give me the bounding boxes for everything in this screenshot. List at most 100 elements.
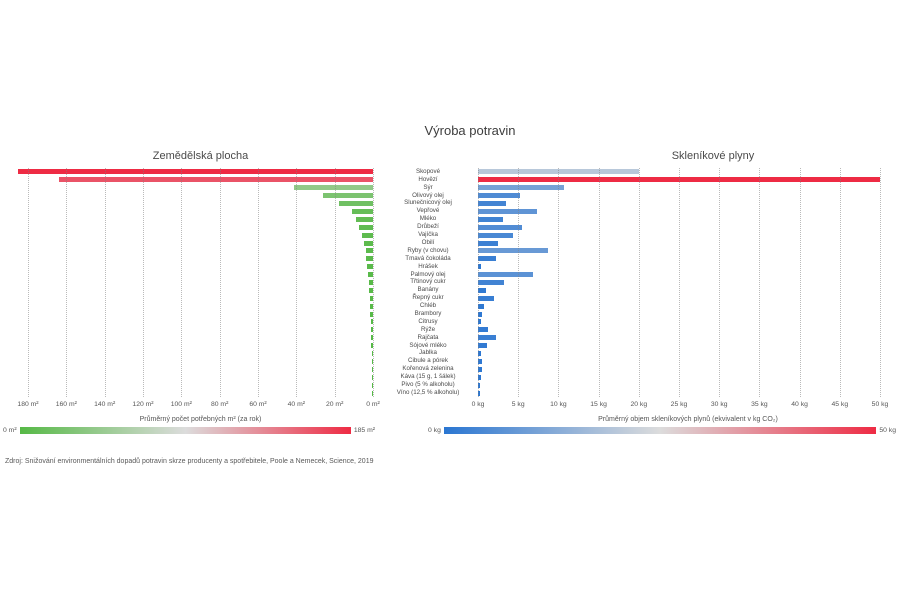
bar-ryby-v-chovu[interactable] xyxy=(365,248,373,254)
bar-vep-ov[interactable] xyxy=(351,208,373,214)
gridline xyxy=(759,168,761,397)
bar-r-e[interactable] xyxy=(478,327,489,333)
row-label: Rajčata xyxy=(417,333,439,341)
row-label: Cibule a pórek xyxy=(408,357,448,365)
bar-dr-be[interactable] xyxy=(478,224,523,230)
gridline xyxy=(598,168,600,397)
bar-v-no-12-5-alkoholu[interactable] xyxy=(372,390,373,396)
row-label: Třtinový cukr xyxy=(410,278,446,286)
gridline xyxy=(799,168,801,397)
bar-tmav-okol-da[interactable] xyxy=(478,256,497,262)
source-citation: Zdroj: Snižování environmentálních dopad… xyxy=(5,458,374,465)
bar-vaj-ka[interactable] xyxy=(478,232,513,238)
bar-olivov-olej[interactable] xyxy=(478,193,520,199)
x-tick-label: 40 kg xyxy=(791,401,808,408)
x-tick-label: 35 kg xyxy=(751,401,768,408)
bar-cibule-a-p-rek[interactable] xyxy=(478,358,483,364)
bar-cibule-a-p-rek[interactable] xyxy=(372,358,373,364)
ghg-legend-max: 50 kg xyxy=(879,427,896,434)
bar-vaj-ka[interactable] xyxy=(362,232,373,238)
x-tick-label: 40 m² xyxy=(287,401,306,408)
row-label: Banány xyxy=(417,286,439,294)
gridline xyxy=(334,168,336,397)
bar-ml-ko[interactable] xyxy=(478,216,503,222)
bar-ko-enov-zelenina[interactable] xyxy=(372,366,373,372)
bar-raj-ata[interactable] xyxy=(478,335,496,341)
bar-k-va-15-g-1-lek[interactable] xyxy=(372,374,373,380)
bar-epn-cukr[interactable] xyxy=(478,295,495,301)
bar-raj-ata[interactable] xyxy=(371,335,373,341)
bar-slune-nicov-olej[interactable] xyxy=(338,201,373,207)
bar-ko-enov-zelenina[interactable] xyxy=(478,366,482,372)
right-chart-title: Skleníkové plyny xyxy=(671,150,755,162)
x-tick-label: 10 kg xyxy=(550,401,567,408)
land-use-legend-max: 185 m² xyxy=(353,427,375,434)
row-label: Obilí xyxy=(421,238,435,246)
gridline xyxy=(373,168,374,397)
x-tick-label: 160 m² xyxy=(55,401,77,408)
row-label: Sójové mléko xyxy=(409,341,447,349)
bar-ryby-v-chovu[interactable] xyxy=(478,248,548,254)
bar-jablka[interactable] xyxy=(371,351,373,357)
bar-palmov-olej[interactable] xyxy=(478,272,534,278)
land-use-axis-title: Průměrný počet potřebných m² (za rok) xyxy=(139,416,262,423)
x-tick-label: 5 kg xyxy=(511,401,525,408)
x-tick-label: 0 m² xyxy=(366,401,380,408)
x-tick-label: 15 kg xyxy=(590,401,607,408)
row-label: Hrášek xyxy=(418,262,438,270)
bar-obil[interactable] xyxy=(478,240,499,246)
bar-t-tinov-cukr[interactable] xyxy=(478,280,504,285)
bar-jablka[interactable] xyxy=(478,351,481,357)
gridline xyxy=(638,168,640,397)
x-tick-label: 120 m² xyxy=(132,401,154,408)
bar-pivo-5-alkoholu[interactable] xyxy=(478,382,480,388)
ghg-legend-min: 0 kg xyxy=(428,427,441,434)
bar-epn-cukr[interactable] xyxy=(369,295,373,301)
bar-s-r[interactable] xyxy=(478,185,565,191)
bar-ban-ny[interactable] xyxy=(478,287,487,293)
bar-chl-b[interactable] xyxy=(478,303,484,309)
bar-k-va-15-g-1-lek[interactable] xyxy=(478,374,481,380)
bar-s-r[interactable] xyxy=(294,185,373,191)
bar-obil[interactable] xyxy=(364,240,373,246)
bar-brambory[interactable] xyxy=(370,311,373,317)
row-label: Tmavá čokoláda xyxy=(405,254,451,262)
bar-dr-be[interactable] xyxy=(359,224,373,230)
gridline xyxy=(719,168,721,397)
bar-hov-z[interactable] xyxy=(58,177,373,183)
x-tick-label: 60 m² xyxy=(249,401,267,408)
bar-slune-nicov-olej[interactable] xyxy=(478,201,507,207)
bar-s-jov-ml-ko[interactable] xyxy=(478,343,487,349)
x-tick-label: 100 m² xyxy=(170,401,192,408)
bar-palmov-olej[interactable] xyxy=(368,272,373,278)
bar-hr-ek[interactable] xyxy=(367,264,373,270)
bar-r-e[interactable] xyxy=(370,327,373,333)
bar-citrusy[interactable] xyxy=(478,319,482,325)
bar-s-jov-ml-ko[interactable] xyxy=(371,343,373,349)
x-tick-label: 80 m² xyxy=(210,401,229,408)
bar-olivov-olej[interactable] xyxy=(323,193,373,199)
gridline xyxy=(258,168,259,397)
bar-t-tinov-cukr[interactable] xyxy=(369,280,373,285)
bar-skopov[interactable] xyxy=(18,169,373,175)
x-tick-label: 180 m² xyxy=(17,401,39,408)
bar-ml-ko[interactable] xyxy=(355,216,373,222)
row-label: Brambory xyxy=(414,309,442,317)
row-label: Olivový olej xyxy=(412,191,444,199)
bar-citrusy[interactable] xyxy=(370,319,373,325)
bar-tmav-okol-da[interactable] xyxy=(366,256,373,262)
row-label: Drůbeží xyxy=(417,223,439,231)
gridline xyxy=(181,168,183,397)
row-label: Hovězí xyxy=(418,175,438,183)
bar-brambory[interactable] xyxy=(478,311,483,317)
land-use-gradient-bar xyxy=(19,427,351,434)
bar-vep-ov[interactable] xyxy=(478,208,538,214)
bar-hr-ek[interactable] xyxy=(478,264,482,270)
bar-ban-ny[interactable] xyxy=(369,287,373,293)
bar-pivo-5-alkoholu[interactable] xyxy=(372,382,373,388)
row-label: Skopové xyxy=(415,167,441,175)
row-label: Mléko xyxy=(419,215,437,223)
gridline xyxy=(478,168,479,397)
bar-chl-b[interactable] xyxy=(369,303,373,309)
